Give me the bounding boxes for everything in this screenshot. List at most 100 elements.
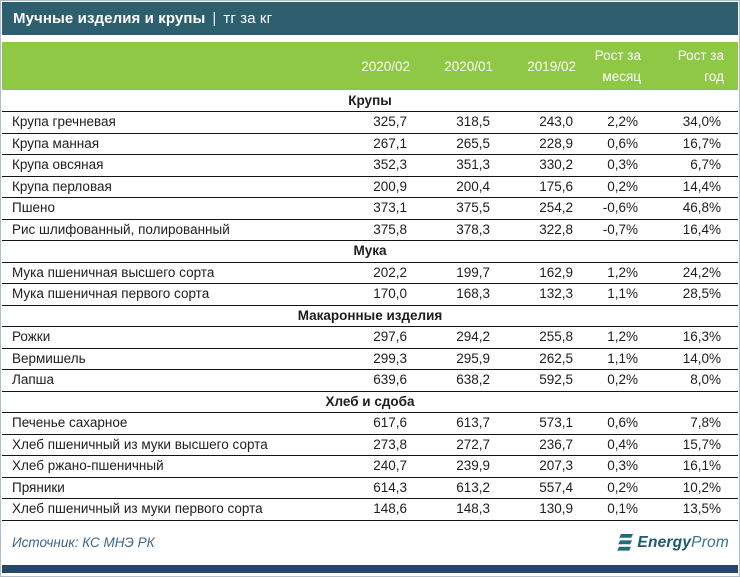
- price-value: 0,1%: [590, 498, 655, 521]
- price-value: 557,4: [507, 477, 590, 499]
- price-value: 132,3: [507, 283, 590, 306]
- price-value: 202,2: [341, 262, 424, 284]
- table-row: Крупа манная 267,1 265,5 228,9 0,6% 16,7%: [2, 133, 738, 155]
- price-value: 6,7%: [655, 154, 738, 177]
- column-header-year-growth: Рост за год: [655, 42, 738, 90]
- table-row: Хлеб пшеничный из муки первого сорта 148,…: [2, 498, 738, 521]
- section-header-row: Макаронные изделия: [2, 305, 738, 327]
- price-value: 265,5: [424, 133, 507, 155]
- price-value: 34,0%: [655, 111, 738, 134]
- price-value: 262,5: [507, 348, 590, 370]
- title-separator: |: [212, 10, 217, 27]
- page-title: Мучные изделия и крупы: [13, 10, 206, 27]
- price-value: 2,2%: [590, 111, 655, 134]
- price-value: 267,1: [341, 133, 424, 155]
- source-note: Источник: КС МНЭ РК: [12, 535, 155, 551]
- product-name: Мука пшеничная высшего сорта: [2, 262, 341, 284]
- price-value: 325,7: [341, 111, 424, 134]
- table-row: Мука пшеничная первого сорта 170,0 168,3 13…: [2, 283, 738, 306]
- price-value: 16,3%: [655, 326, 738, 349]
- price-value: 8,0%: [655, 369, 738, 392]
- table-row: Хлеб ржано-пшеничный 240,7 239,9 207,3 0,3% 1…: [2, 455, 738, 478]
- price-value: 272,7: [424, 434, 507, 456]
- price-value: 351,3: [424, 154, 507, 177]
- price-value: 294,2: [424, 326, 507, 349]
- price-value: 0,3%: [590, 455, 655, 478]
- table-row: Пряники 614,3 613,2 557,4 0,2% 10,2%: [2, 477, 738, 499]
- price-value: 170,0: [341, 283, 424, 306]
- section-header-row: Крупы: [2, 90, 738, 112]
- product-name: Вермишель: [2, 348, 341, 370]
- price-value: 13,5%: [655, 498, 738, 521]
- energyprom-wordmark: EnergyProm: [637, 534, 729, 552]
- logo-text-energy: Energy: [637, 533, 692, 551]
- price-value: 0,6%: [590, 412, 655, 435]
- price-value: 0,2%: [590, 176, 655, 198]
- product-name: Рис шлифованный, полированный: [2, 219, 341, 241]
- price-value: 378,3: [424, 219, 507, 241]
- title-bar: Мучные изделия и крупы | тг за кг: [2, 2, 738, 35]
- price-value: 130,9: [507, 498, 590, 521]
- price-value: 0,4%: [590, 434, 655, 456]
- price-value: 240,7: [341, 455, 424, 478]
- price-value: 1,2%: [590, 262, 655, 284]
- product-name: Рожки: [2, 326, 341, 349]
- bottom-bar: [2, 565, 738, 573]
- price-value: 239,9: [424, 455, 507, 478]
- column-header-2020-01: 2020/01: [424, 42, 507, 90]
- product-name: Пшено: [2, 197, 341, 220]
- price-value: 14,4%: [655, 176, 738, 198]
- product-name: Хлеб пшеничный из муки первого сорта: [2, 498, 341, 521]
- section-header: Хлеб и сдоба: [2, 391, 738, 413]
- table-row: Вермишель 299,3 295,9 262,5 1,1% 14,0%: [2, 348, 738, 370]
- column-header-month-growth: Рост за месяц: [590, 42, 655, 90]
- column-header-row: 2020/02 2020/01 2019/02 Рост за месяц Ро…: [2, 42, 738, 90]
- price-value: 299,3: [341, 348, 424, 370]
- price-value: 168,3: [424, 283, 507, 306]
- table-row: Мука пшеничная высшего сорта 202,2 199,7 16…: [2, 262, 738, 284]
- price-value: 613,7: [424, 412, 507, 435]
- price-value: 7,8%: [655, 412, 738, 435]
- price-value: 16,4%: [655, 219, 738, 241]
- table-row: Рис шлифованный, полированный 375,8 378,3 3…: [2, 219, 738, 241]
- product-name: Хлеб пшеничный из муки высшего сорта: [2, 434, 341, 456]
- price-value: 373,1: [341, 197, 424, 220]
- price-value: 15,7%: [655, 434, 738, 456]
- price-value: 16,1%: [655, 455, 738, 478]
- price-value: 236,7: [507, 434, 590, 456]
- price-value: 0,2%: [590, 477, 655, 499]
- table-row: Крупа гречневая 325,7 318,5 243,0 2,2% 34,0%: [2, 111, 738, 134]
- product-name: Крупа перловая: [2, 176, 341, 198]
- price-value: 24,2%: [655, 262, 738, 284]
- price-value: 207,3: [507, 455, 590, 478]
- column-header-2020-02: 2020/02: [341, 42, 424, 90]
- product-name: Мука пшеничная первого сорта: [2, 283, 341, 306]
- price-value: 322,8: [507, 219, 590, 241]
- table-row: Лапша 639,6 638,2 592,5 0,2% 8,0%: [2, 369, 738, 392]
- section-header: Мука: [2, 240, 738, 263]
- price-value: 0,6%: [590, 133, 655, 155]
- table-row: Крупа овсяная 352,3 351,3 330,2 0,3% 6,7%: [2, 154, 738, 177]
- price-value: 10,2%: [655, 477, 738, 499]
- product-name: Пряники: [2, 477, 341, 499]
- price-value: 1,1%: [590, 348, 655, 370]
- price-value: 1,2%: [590, 326, 655, 349]
- price-value: 14,0%: [655, 348, 738, 370]
- price-value: 28,5%: [655, 283, 738, 306]
- section-header-row: Хлеб и сдоба: [2, 391, 738, 413]
- price-value: 352,3: [341, 154, 424, 177]
- table-row: Пшено 373,1 375,5 254,2 -0,6% 46,8%: [2, 197, 738, 220]
- column-header-2019-02: 2019/02: [507, 42, 590, 90]
- price-value: 638,2: [424, 369, 507, 392]
- price-value: 1,1%: [590, 283, 655, 306]
- column-header-product: [2, 42, 341, 90]
- price-value: 295,9: [424, 348, 507, 370]
- price-value: 573,1: [507, 412, 590, 435]
- title-unit: тг за кг: [223, 10, 273, 27]
- price-value: 639,6: [341, 369, 424, 392]
- price-value: 243,0: [507, 111, 590, 134]
- price-value: -0,6%: [590, 197, 655, 220]
- price-value: 162,9: [507, 262, 590, 284]
- price-value: 613,2: [424, 477, 507, 499]
- price-value: 200,4: [424, 176, 507, 198]
